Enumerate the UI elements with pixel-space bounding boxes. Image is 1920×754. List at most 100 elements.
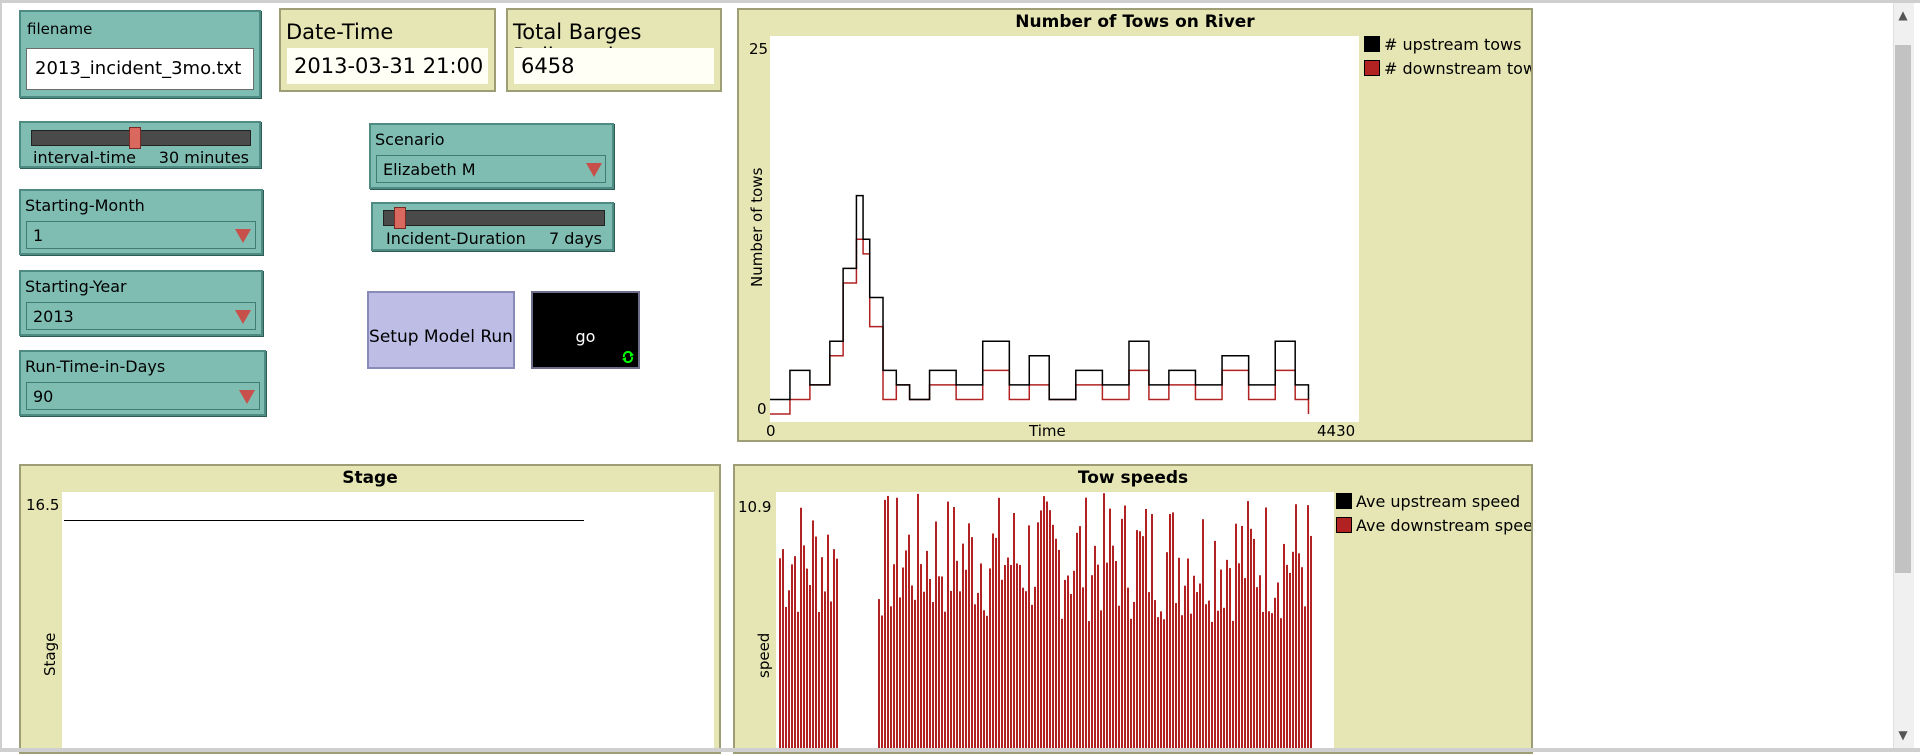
speed-bar xyxy=(1022,587,1024,752)
incident-duration-knob[interactable] xyxy=(393,207,406,229)
speed-bar xyxy=(935,521,937,752)
window-left-border xyxy=(0,0,2,752)
speed-bar xyxy=(959,591,961,752)
run-time-chooser[interactable]: Run-Time-in-Days 90 xyxy=(19,350,266,416)
starting-month-select[interactable]: 1 xyxy=(26,221,256,249)
tows-x-label: Time xyxy=(1029,422,1066,440)
tows-on-river-plot: Number of Tows on River 25 0 0 4430 Time… xyxy=(737,8,1533,442)
incident-duration-slider[interactable]: Incident-Duration 7 days xyxy=(371,202,614,251)
speed-bar xyxy=(1265,507,1267,752)
speed-bar xyxy=(1019,564,1021,752)
speed-bar xyxy=(830,601,832,752)
speed-bar xyxy=(1250,528,1252,752)
dropdown-triangle-icon[interactable] xyxy=(239,390,255,404)
starting-month-chooser[interactable]: Starting-Month 1 xyxy=(19,189,263,255)
interval-time-track[interactable] xyxy=(31,130,251,146)
speed-bar xyxy=(1100,610,1102,752)
speed-bar xyxy=(1055,538,1057,752)
interval-time-value: 30 minutes xyxy=(158,148,249,167)
stage-plot-area xyxy=(62,492,714,752)
speed-bar xyxy=(1151,514,1153,752)
speed-bar xyxy=(1013,513,1015,752)
stage-y-tick-max: 16.5 xyxy=(26,496,60,514)
speed-bar xyxy=(1079,526,1081,752)
legend-upstream-tows: # upstream tows xyxy=(1364,35,1521,54)
scrollbar-thumb[interactable] xyxy=(1895,45,1911,573)
speed-bar xyxy=(1211,621,1213,752)
speed-bar xyxy=(809,585,811,752)
speed-bar xyxy=(800,507,802,752)
setup-button-label: Setup Model Run xyxy=(369,327,513,347)
speed-bar xyxy=(950,590,952,752)
speed-bar xyxy=(1043,496,1045,752)
speed-bar xyxy=(968,523,970,752)
scenario-chooser[interactable]: Scenario Elizabeth M xyxy=(369,123,614,189)
speed-bar xyxy=(1109,508,1111,752)
downstream-tows-series xyxy=(770,238,1310,415)
speed-bar xyxy=(947,501,949,752)
starting-year-chooser[interactable]: Starting-Year 2013 xyxy=(19,270,263,336)
starting-month-label: Starting-Month xyxy=(25,196,145,215)
speed-bar xyxy=(911,585,913,752)
dropdown-triangle-icon[interactable] xyxy=(586,163,602,177)
speed-bar xyxy=(1124,505,1126,752)
stage-line xyxy=(64,520,584,521)
speed-bar xyxy=(788,590,790,752)
run-time-select[interactable]: 90 xyxy=(26,382,260,410)
tows-x-tick-max: 4430 xyxy=(1317,422,1356,440)
speed-bar xyxy=(1262,611,1264,752)
speed-bar xyxy=(1088,621,1090,752)
speed-bar xyxy=(833,549,835,752)
speed-bar xyxy=(815,536,817,752)
starting-year-label: Starting-Year xyxy=(25,277,127,296)
tow-speeds-plot: Tow speeds 10.9 speed Ave upstream speed… xyxy=(733,464,1533,754)
upstream-speed-swatch xyxy=(1336,493,1352,509)
setup-model-run-button[interactable]: Setup Model Run xyxy=(367,291,515,369)
speed-bar xyxy=(944,611,946,752)
speed-bar xyxy=(1187,558,1189,752)
speed-bar xyxy=(938,576,940,752)
speed-bar xyxy=(1226,559,1228,752)
speed-bar xyxy=(1148,592,1150,752)
legend-downstream-tows: # downstream tows xyxy=(1364,59,1531,78)
interval-time-knob[interactable] xyxy=(128,127,141,149)
filename-input-widget[interactable]: filename 2013_incident_3mo.txt xyxy=(19,10,261,98)
speed-bar xyxy=(1058,549,1060,752)
starting-year-select[interactable]: 2013 xyxy=(26,302,256,330)
speed-bar xyxy=(1274,597,1276,752)
speed-bar xyxy=(1280,618,1282,752)
legend-upstream-speed: Ave upstream speed xyxy=(1336,492,1520,511)
speed-bar xyxy=(1034,586,1036,752)
speed-bar xyxy=(932,602,934,752)
total-barges-value: 6458 xyxy=(514,48,714,84)
speed-bar xyxy=(1175,603,1177,752)
go-button[interactable]: go xyxy=(531,291,640,369)
speed-bar xyxy=(1076,532,1078,752)
speed-bar xyxy=(1001,579,1003,752)
speed-bar xyxy=(893,564,895,752)
speed-bar xyxy=(1031,604,1033,752)
speed-bar xyxy=(1283,543,1285,752)
downstream-swatch xyxy=(1364,60,1380,76)
scenario-select[interactable]: Elizabeth M xyxy=(376,155,606,183)
dropdown-triangle-icon[interactable] xyxy=(235,310,251,324)
forever-loop-icon xyxy=(622,350,634,364)
scroll-up-icon[interactable]: ▲ xyxy=(1898,8,1908,22)
speed-bar xyxy=(1097,564,1099,752)
scroll-down-icon[interactable]: ▼ xyxy=(1898,728,1908,742)
scenario-label: Scenario xyxy=(375,130,445,149)
speed-bar xyxy=(1298,553,1300,752)
speed-bar xyxy=(1040,510,1042,752)
speed-bar xyxy=(1154,600,1156,752)
speed-bar xyxy=(782,549,784,752)
speed-bar xyxy=(1181,615,1183,752)
speed-bar xyxy=(989,568,991,752)
incident-duration-track[interactable] xyxy=(383,210,605,226)
interval-time-slider[interactable]: interval-time 30 minutes xyxy=(19,121,261,168)
filename-field[interactable]: 2013_incident_3mo.txt xyxy=(26,48,254,90)
speed-bar xyxy=(920,564,922,752)
speed-bar xyxy=(983,610,985,752)
dropdown-triangle-icon[interactable] xyxy=(235,229,251,243)
speed-bar xyxy=(821,557,823,752)
tows-plot-title: Number of Tows on River xyxy=(1015,12,1255,32)
